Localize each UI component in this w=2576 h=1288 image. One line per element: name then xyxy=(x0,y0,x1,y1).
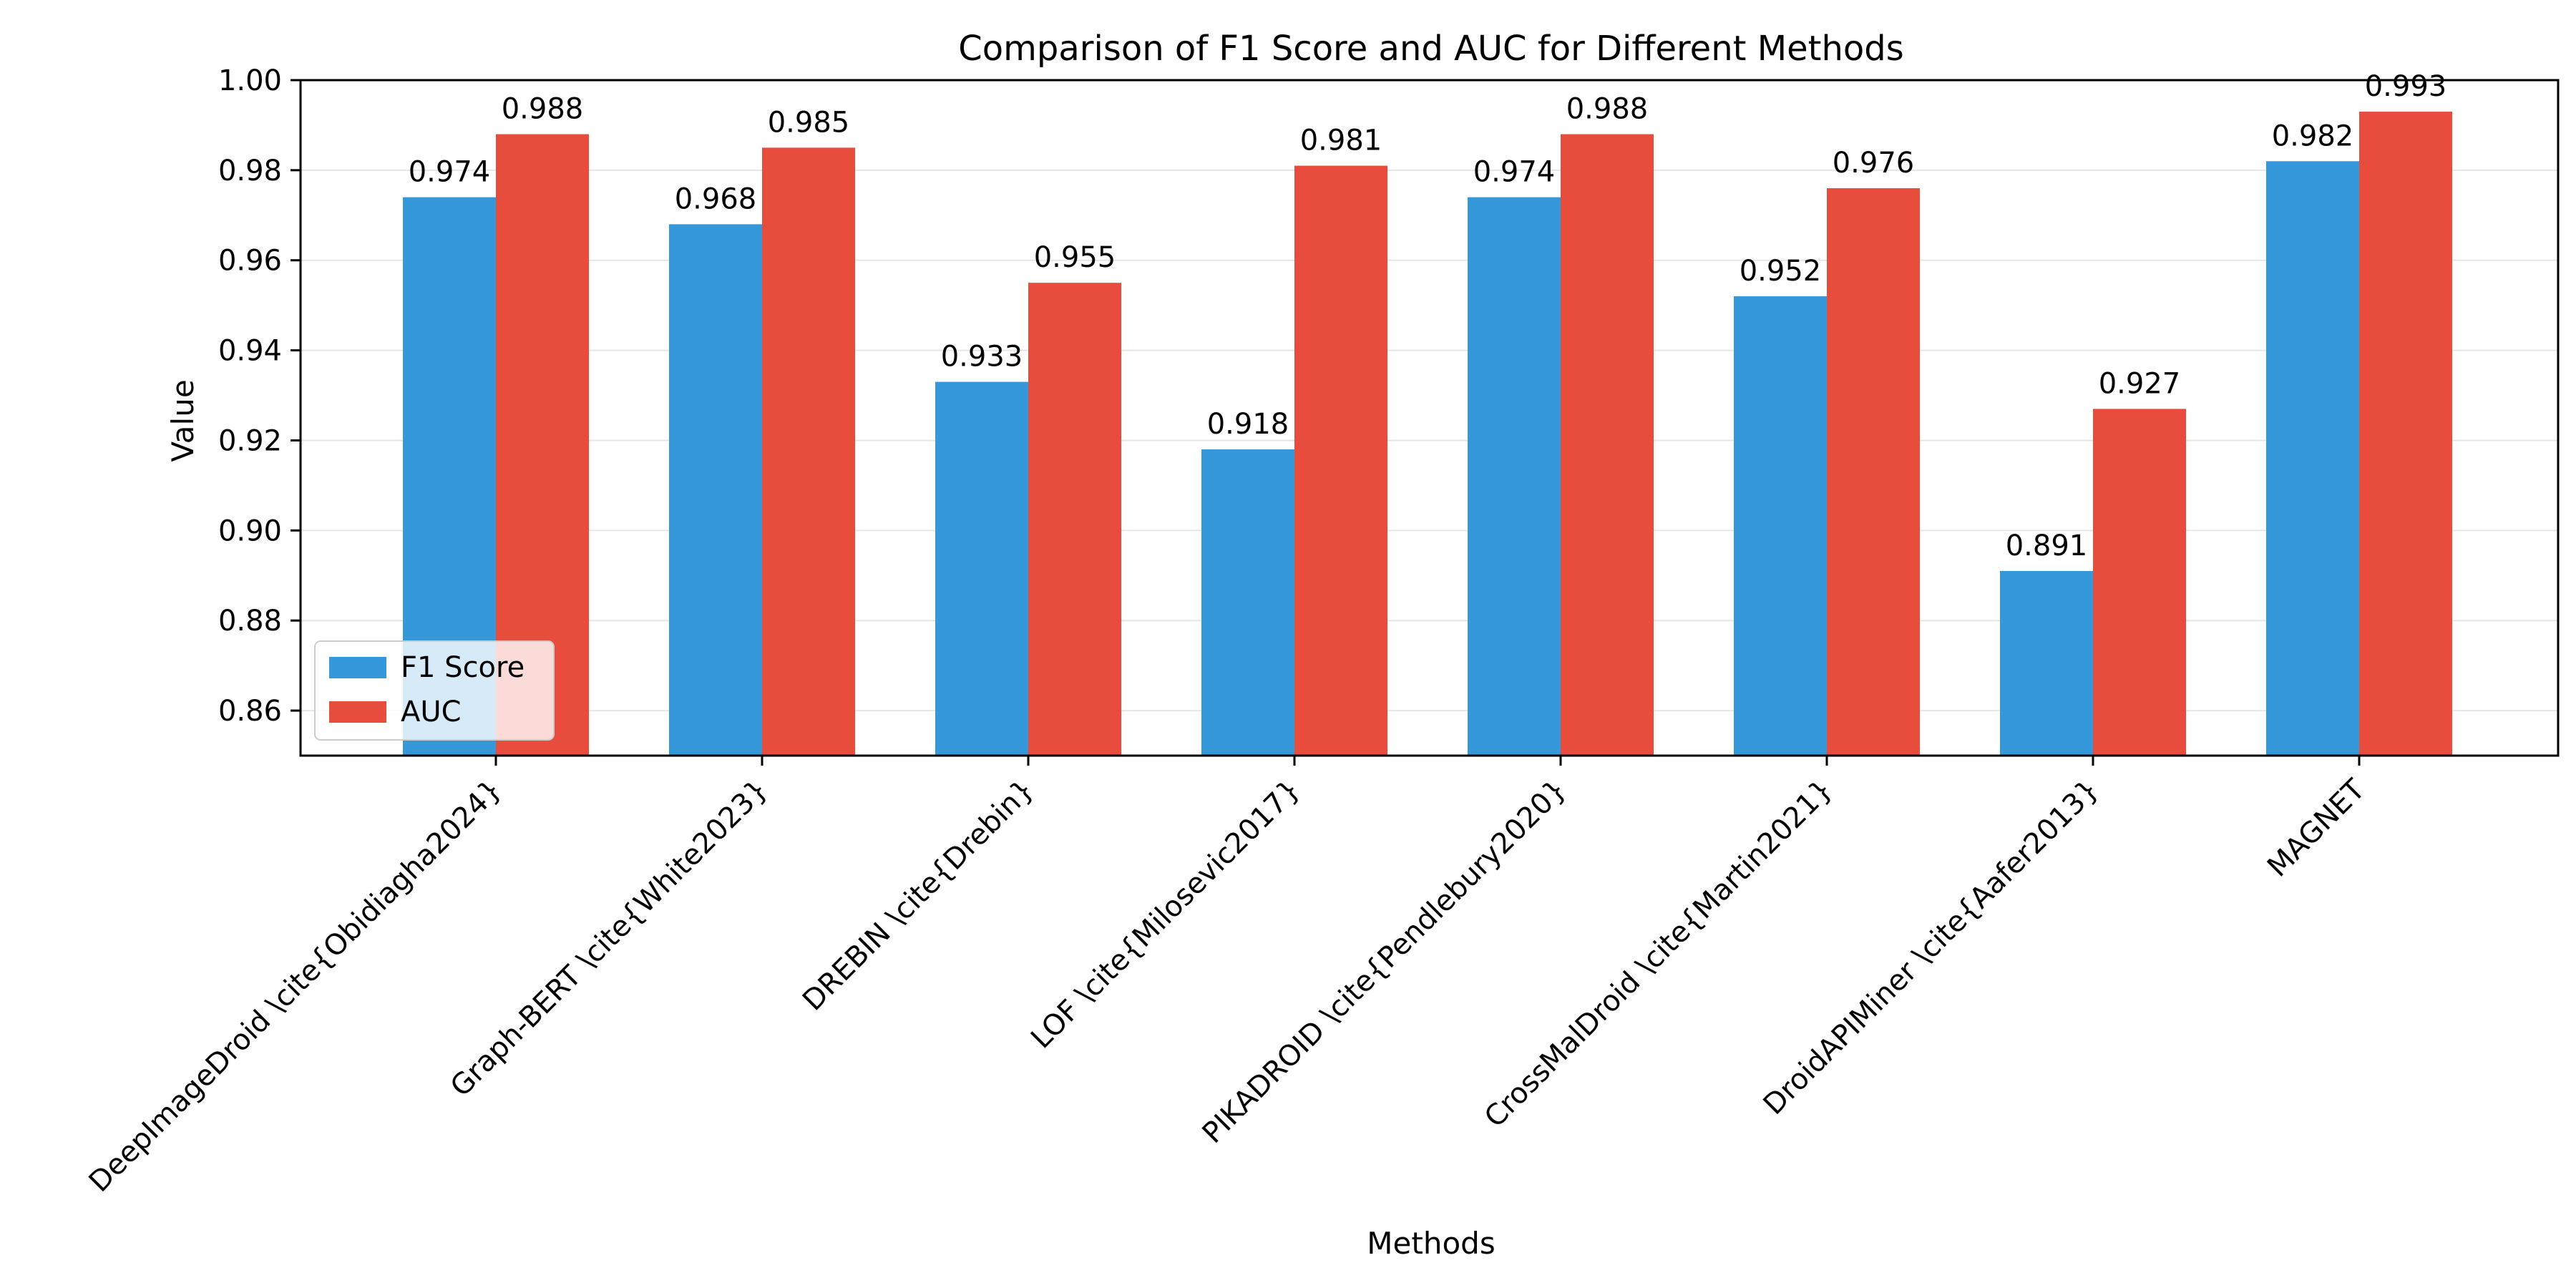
bar-auc xyxy=(1028,283,1121,756)
y-tick-label: 0.96 xyxy=(218,245,282,278)
data-label: 0.982 xyxy=(2272,119,2354,152)
legend-swatch xyxy=(329,701,386,723)
legend-label: AUC xyxy=(401,696,462,728)
data-labels: 0.974 0.988 0.968 0.985 0.933 0.955 0.918 0.981… xyxy=(409,70,2447,562)
legend: F1 Score AUC xyxy=(314,640,555,741)
bar-f1-score xyxy=(1201,449,1294,756)
data-label: 0.952 xyxy=(1740,255,1822,288)
y-tick-label: 1.00 xyxy=(218,64,282,97)
data-label: 0.988 xyxy=(502,93,584,126)
data-label: 0.976 xyxy=(1833,147,1915,180)
bar-auc xyxy=(1827,188,1920,756)
data-label: 0.933 xyxy=(941,341,1023,374)
x-tick-label: DREBIN \cite{Drebin} xyxy=(796,774,1040,1018)
y-tick-label: 0.98 xyxy=(218,155,282,187)
data-label: 0.955 xyxy=(1034,241,1116,274)
x-tick-label: DeepImageDroid \cite{Obidiagha2024} xyxy=(83,774,508,1199)
data-label: 0.981 xyxy=(1300,125,1382,157)
x-tick-label: MAGNET xyxy=(2261,773,2371,883)
y-tick-label: 0.86 xyxy=(218,695,282,728)
x-tick-label: Graph-BERT \cite{White2023} xyxy=(444,774,774,1103)
plot-frame xyxy=(299,79,2560,757)
data-label: 0.927 xyxy=(2099,367,2181,400)
data-label: 0.985 xyxy=(768,106,850,139)
data-label: 0.891 xyxy=(2006,530,2088,562)
bar-auc xyxy=(2093,409,2186,756)
bar-f1-score xyxy=(935,381,1028,756)
data-label: 0.974 xyxy=(1473,156,1556,189)
x-tick-label: LOF \cite{Milosevic2017} xyxy=(1025,774,1307,1055)
data-label: 0.918 xyxy=(1207,408,1289,441)
y-axis-label: Value xyxy=(165,379,200,462)
bar-auc xyxy=(1561,134,1654,756)
bar-f1-score xyxy=(669,224,762,756)
data-label: 0.988 xyxy=(1566,93,1649,126)
grid-lines xyxy=(301,79,2558,712)
bars xyxy=(403,112,2452,756)
bar-f1-score xyxy=(1734,296,1827,756)
bar-auc xyxy=(2359,112,2452,756)
data-label: 0.968 xyxy=(675,182,757,215)
data-label: 0.974 xyxy=(409,156,491,189)
bar-f1-score xyxy=(1468,197,1561,756)
y-tick-label: 0.92 xyxy=(218,424,282,457)
legend-label: F1 Score xyxy=(401,651,525,684)
bar-auc xyxy=(762,147,855,756)
chart-title: Comparison of F1 Score and AUC for Diffe… xyxy=(958,29,1903,69)
data-label: 0.993 xyxy=(2365,70,2447,103)
bar-f1-score xyxy=(2000,570,2093,756)
bar-auc xyxy=(1294,165,1387,756)
y-tick-label: 0.90 xyxy=(218,514,282,547)
x-axis-label: Methods xyxy=(1367,1226,1495,1261)
bar-f1-score xyxy=(2266,161,2359,756)
y-tick-label: 0.94 xyxy=(218,335,282,368)
legend-swatch xyxy=(329,657,386,678)
y-tick-label: 0.88 xyxy=(218,605,282,638)
